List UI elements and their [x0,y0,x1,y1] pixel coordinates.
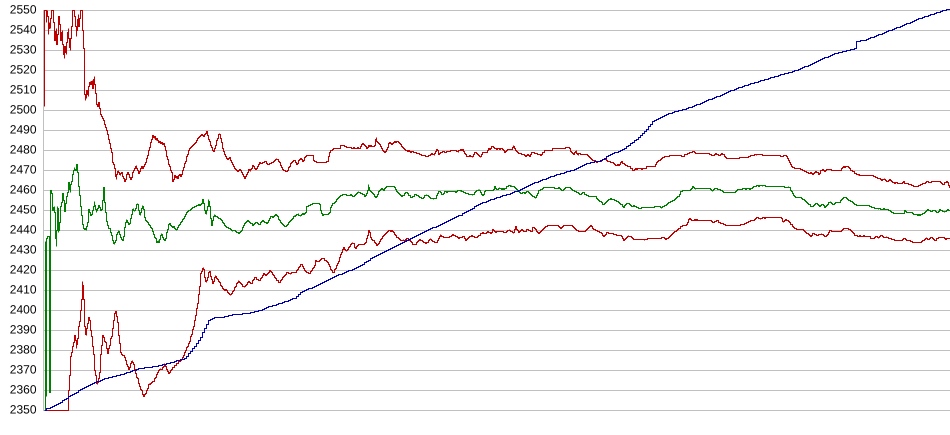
svg-text:2460: 2460 [10,183,37,197]
svg-text:2380: 2380 [10,343,37,357]
svg-text:2440: 2440 [10,223,37,237]
svg-text:2510: 2510 [10,83,37,97]
svg-text:2410: 2410 [10,283,37,297]
svg-text:2500: 2500 [10,103,37,117]
svg-text:2530: 2530 [10,43,37,57]
svg-text:2360: 2360 [10,383,37,397]
svg-text:2390: 2390 [10,323,37,337]
svg-text:2370: 2370 [10,363,37,377]
svg-text:2350: 2350 [10,403,37,417]
svg-text:2490: 2490 [10,123,37,137]
svg-text:2470: 2470 [10,163,37,177]
svg-text:2550: 2550 [10,3,37,17]
svg-text:2400: 2400 [10,303,37,317]
svg-text:2520: 2520 [10,63,37,77]
svg-text:2480: 2480 [10,143,37,157]
svg-text:2540: 2540 [10,23,37,37]
svg-text:2430: 2430 [10,243,37,257]
svg-text:2450: 2450 [10,203,37,217]
svg-text:2420: 2420 [10,263,37,277]
